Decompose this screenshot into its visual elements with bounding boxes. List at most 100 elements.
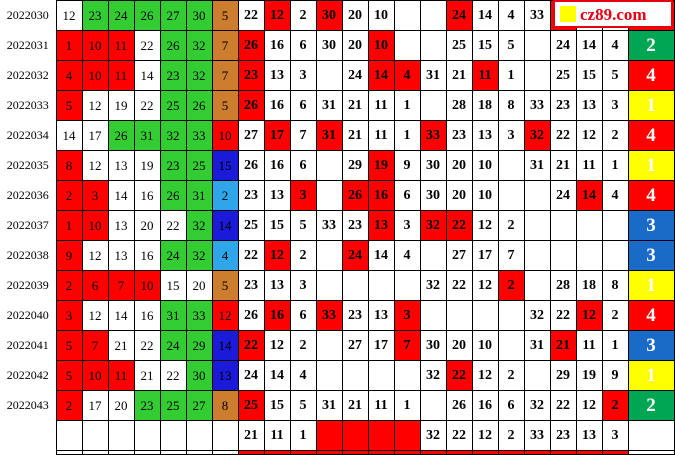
red-ball-cell: 9: [55, 240, 83, 271]
stat-cell: 24: [237, 360, 265, 391]
stat-cell: [341, 420, 369, 451]
stat-cell: 4: [497, 0, 525, 31]
stat-cell: [575, 450, 603, 455]
red-ball-cell: 23: [81, 0, 109, 31]
red-ball-cell: 31: [159, 300, 187, 331]
red-ball-cell: 8: [55, 150, 83, 181]
red-ball-cell: 13: [107, 210, 135, 241]
stat-cell: [549, 450, 577, 455]
red-ball-cell: 14: [55, 120, 83, 151]
stat-cell: [315, 450, 343, 455]
stat-cell: 6: [289, 30, 317, 61]
stat-cell: [315, 180, 343, 211]
stat-cell: 3: [289, 60, 317, 91]
stat-cell: 27: [445, 240, 473, 271]
red-ball-cell: 2: [55, 390, 83, 421]
stat-cell: [497, 300, 525, 331]
stat-cell: 11: [575, 330, 603, 361]
stat-cell: 5: [289, 390, 317, 421]
red-ball-cell: 24: [107, 0, 135, 31]
stat-cell: 15: [471, 30, 499, 61]
stat-cell: 32: [419, 210, 447, 241]
stat-cell: 16: [263, 300, 291, 331]
stat-cell: 20: [445, 180, 473, 211]
stat-cell: 12: [471, 270, 499, 301]
stat-cell: 33: [315, 300, 343, 331]
red-ball-cell: [107, 420, 135, 451]
stat-cell: 12: [575, 300, 603, 331]
red-ball-cell: 23: [133, 390, 161, 421]
red-ball-cell: 26: [185, 90, 213, 121]
red-ball-cell: 19: [107, 90, 135, 121]
stat-cell: 33: [523, 0, 551, 31]
stat-cell: [497, 150, 525, 181]
stat-cell: 12: [471, 360, 499, 391]
red-ball-cell: [81, 420, 109, 451]
watermark: cz89.com: [553, 0, 673, 28]
stat-cell: 24: [549, 30, 577, 61]
stat-cell: 6: [289, 150, 317, 181]
stat-cell: 11: [367, 90, 395, 121]
red-ball-cell: [81, 450, 109, 455]
stat-cell: 2: [601, 120, 629, 151]
stat-cell: 14: [263, 360, 291, 391]
stat-cell: 3: [601, 420, 629, 451]
red-ball-cell: 31: [185, 180, 213, 211]
stat-cell: 21: [341, 90, 369, 121]
period-cell: 2022035: [0, 150, 56, 181]
stat-cell: 31: [315, 120, 343, 151]
stat-cell: 21: [237, 420, 265, 451]
red-ball-cell: 27: [159, 0, 187, 31]
red-ball-cell: 22: [159, 210, 187, 241]
period-cell: 2022030: [0, 0, 56, 31]
red-ball-cell: 22: [159, 360, 187, 391]
stat-cell: 26: [237, 90, 265, 121]
stat-cell: 17: [367, 330, 395, 361]
stat-cell: 1: [393, 90, 421, 121]
blue-ball-cell: 5: [211, 90, 239, 121]
stat-cell: 22: [445, 420, 473, 451]
stat-cell: 13: [263, 180, 291, 211]
stat-cell: 2: [497, 360, 525, 391]
stat-cell: 21: [445, 60, 473, 91]
stat-cell: 5: [497, 30, 525, 61]
stat-cell: 26: [237, 150, 265, 181]
stat-cell: 18: [575, 270, 603, 301]
stat-cell: 4: [601, 30, 629, 61]
stat-cell: 2: [289, 330, 317, 361]
stat-cell: [445, 450, 473, 455]
stat-cell: [523, 360, 551, 391]
stat-cell: [367, 420, 395, 451]
miss-count-cell: 1: [627, 90, 675, 121]
stat-cell: 14: [367, 60, 395, 91]
stat-cell: 12: [263, 0, 291, 31]
stat-cell: [393, 360, 421, 391]
stat-cell: 30: [315, 30, 343, 61]
red-ball-cell: 29: [185, 330, 213, 361]
stat-cell: [393, 30, 421, 61]
red-ball-cell: 10: [81, 360, 109, 391]
stat-cell: 30: [419, 150, 447, 181]
stat-cell: [315, 420, 343, 451]
period-cell: 2022031: [0, 30, 56, 61]
stat-cell: [419, 390, 447, 421]
stat-cell: 14: [575, 180, 603, 211]
miss-count-cell: 1: [627, 150, 675, 181]
stat-cell: 24: [341, 240, 369, 271]
stat-cell: 2: [497, 270, 525, 301]
red-ball-cell: 26: [159, 180, 187, 211]
stat-cell: 14: [367, 240, 395, 271]
stat-cell: 12: [471, 210, 499, 241]
red-ball-cell: 33: [185, 120, 213, 151]
red-ball-cell: 2: [55, 270, 83, 301]
stat-cell: 2: [497, 210, 525, 241]
stat-cell: 7: [393, 330, 421, 361]
period-cell: 2022034: [0, 120, 56, 151]
stat-cell: 30: [419, 180, 447, 211]
stat-cell: 3: [393, 300, 421, 331]
stat-cell: 12: [263, 330, 291, 361]
stat-cell: 3: [601, 90, 629, 121]
red-ball-cell: 12: [81, 90, 109, 121]
stat-cell: 16: [263, 150, 291, 181]
red-ball-cell: 22: [133, 90, 161, 121]
